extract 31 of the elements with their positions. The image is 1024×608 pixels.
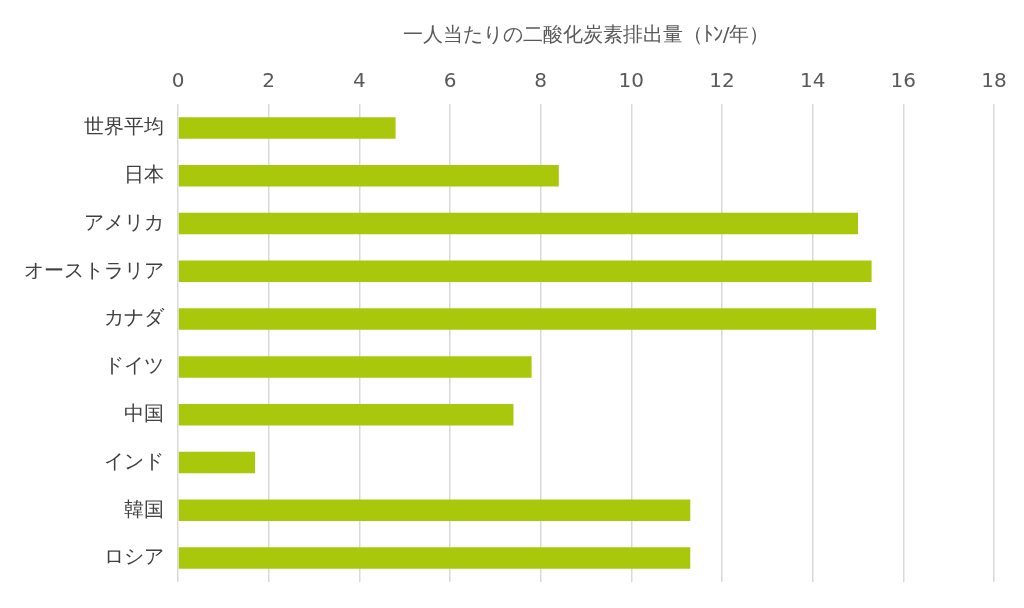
x-axis-title: 一人当たりの二酸化炭素排出量（ﾄﾝ/年） — [402, 22, 770, 47]
x-tick-label: 14 — [799, 68, 826, 93]
y-tick-label: アメリカ — [84, 209, 164, 234]
y-tick-label: 日本 — [124, 161, 164, 186]
x-tick-label: 6 — [443, 68, 457, 93]
bar — [178, 403, 514, 426]
x-tick-label: 8 — [534, 68, 548, 93]
y-tick-label: ロシア — [104, 544, 164, 569]
x-tick-label: 4 — [352, 68, 366, 93]
x-tick-label: 18 — [981, 68, 1007, 93]
y-tick-label: インド — [104, 448, 164, 473]
y-tick-label: カナダ — [104, 305, 165, 330]
bar — [178, 117, 396, 139]
bar — [178, 547, 691, 569]
bar — [178, 164, 559, 187]
x-tick-label: 10 — [618, 68, 645, 93]
x-tick-label: 12 — [709, 68, 735, 93]
y-tick-label: 中国 — [124, 400, 164, 425]
y-tick-label: 韓国 — [124, 496, 164, 521]
x-tick-label: 16 — [890, 68, 917, 93]
x-tick-label: 0 — [171, 68, 185, 93]
bar — [178, 356, 532, 378]
y-tick-label: 世界平均 — [84, 114, 164, 139]
x-tick-label: 2 — [262, 68, 276, 93]
bar — [178, 308, 877, 330]
bar — [178, 212, 858, 235]
y-tick-label: ドイツ — [104, 353, 164, 378]
bar — [178, 451, 256, 474]
bar — [178, 499, 691, 522]
bar — [178, 260, 872, 283]
y-tick-label: オーストラリア — [24, 257, 164, 282]
